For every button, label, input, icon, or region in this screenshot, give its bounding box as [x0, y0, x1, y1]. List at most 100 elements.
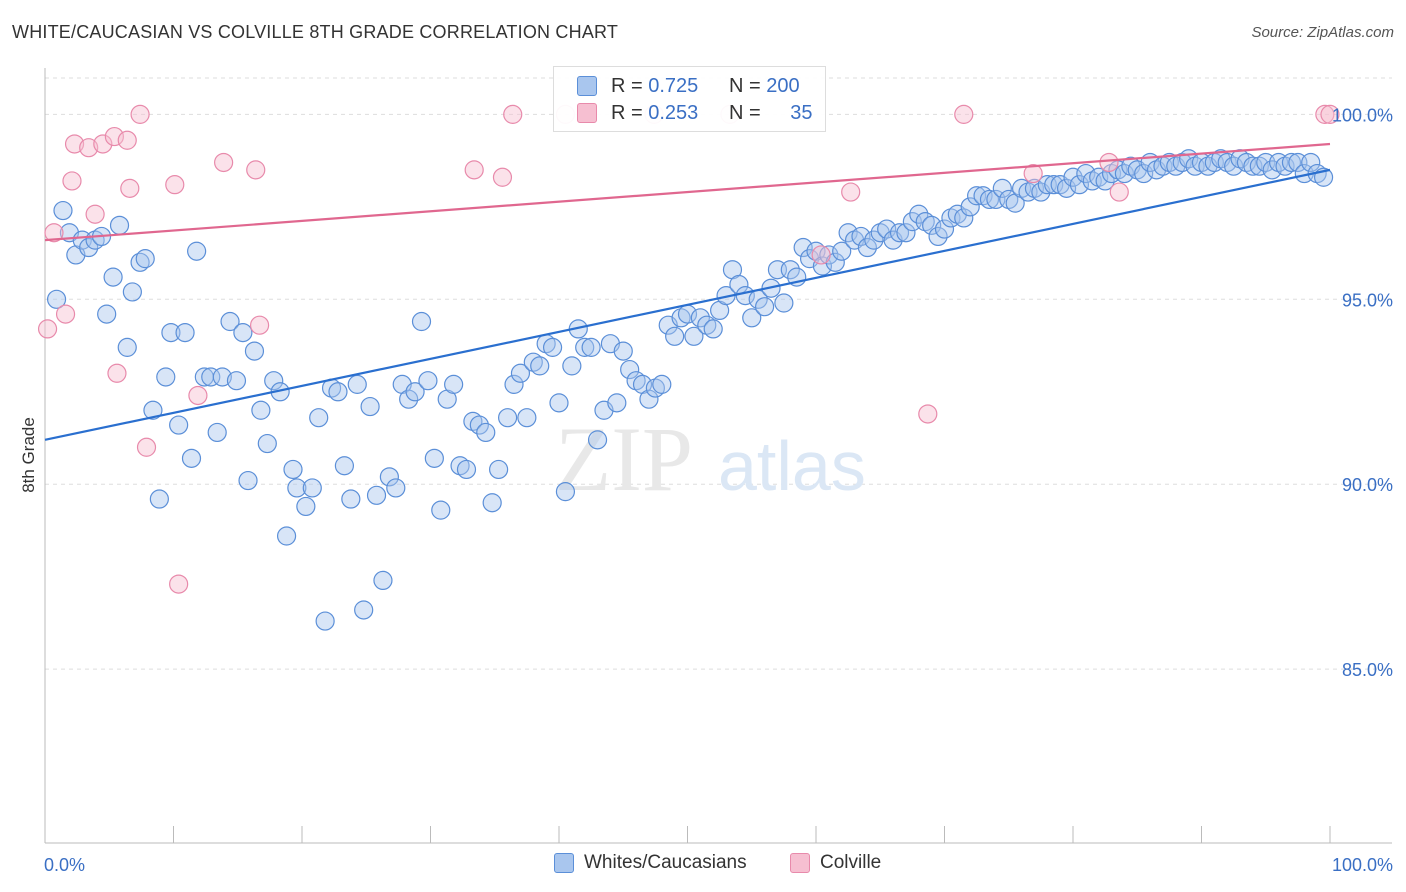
point-whites: [780, 260, 800, 280]
point-whites: [482, 493, 502, 513]
point-whites: [967, 186, 987, 206]
x-tick-label-min: 0.0%: [44, 855, 85, 875]
point-colville: [85, 204, 105, 224]
stats-legend: R = 0.725 N = 200 R = 0.253 N = 35: [553, 66, 826, 132]
point-whites: [130, 252, 150, 272]
point-whites: [109, 215, 130, 235]
bottom-legend-label-colville: Colville: [820, 852, 882, 873]
point-whites: [703, 319, 723, 339]
point-whites: [742, 308, 762, 328]
point-whites: [334, 456, 355, 476]
point-whites: [774, 293, 794, 313]
point-whites: [187, 241, 207, 261]
point-whites: [581, 337, 601, 357]
axes: [44, 68, 1392, 844]
point-whites: [424, 448, 444, 468]
point-whites: [832, 241, 852, 261]
point-whites: [1224, 156, 1244, 176]
point-whites: [851, 226, 871, 247]
point-whites: [864, 230, 884, 250]
point-whites: [175, 322, 195, 343]
point-whites: [1095, 171, 1115, 191]
point-whites: [411, 311, 432, 332]
point-whites: [960, 197, 980, 217]
point-whites: [386, 478, 406, 498]
point-colville: [1109, 182, 1129, 202]
point-whites: [103, 267, 123, 287]
point-colville: [169, 574, 189, 594]
point-whites: [838, 223, 858, 243]
point-colville: [1099, 152, 1119, 173]
point-whites: [819, 245, 839, 265]
point-whites: [53, 200, 73, 221]
point-whites: [212, 367, 232, 387]
point-whites: [161, 322, 181, 343]
point-whites: [360, 396, 380, 417]
point-whites: [1281, 152, 1302, 173]
watermark-atlas: atlas: [718, 427, 866, 505]
point-colville: [104, 126, 124, 147]
point-colville: [136, 437, 157, 457]
point-whites: [684, 326, 704, 346]
legend-r-label: R =: [611, 74, 649, 97]
point-colville: [249, 315, 270, 335]
point-whites: [620, 359, 640, 380]
series-colville-points: [37, 104, 1340, 594]
point-whites: [665, 326, 685, 346]
point-whites: [476, 422, 496, 443]
point-whites: [181, 448, 202, 468]
point-whites: [169, 415, 189, 435]
legend-r-label: R =: [611, 101, 649, 124]
point-whites: [156, 367, 176, 387]
point-whites: [276, 526, 297, 546]
point-whites: [296, 496, 316, 517]
point-whites: [366, 485, 387, 505]
point-whites: [251, 400, 271, 420]
point-whites: [328, 382, 348, 402]
legend-row-colville: R = 0.253 N = 35: [554, 100, 849, 126]
trend-line-whites: [44, 168, 1331, 441]
point-whites: [1069, 175, 1090, 195]
point-whites: [469, 415, 489, 435]
point-whites: [220, 311, 240, 332]
point-whites: [302, 478, 322, 498]
point-whites: [1044, 175, 1064, 195]
point-whites: [226, 371, 247, 391]
y-tick-label: 95.0%: [1342, 290, 1393, 310]
point-whites: [1301, 152, 1321, 173]
point-whites: [530, 356, 550, 376]
point-whites: [244, 341, 265, 361]
point-whites: [373, 570, 393, 591]
bottom-legend-swatch-colville: [790, 853, 810, 873]
point-colville: [503, 104, 523, 124]
point-whites: [283, 459, 303, 480]
point-whites: [639, 389, 659, 409]
legend-row-whites: R = 0.725 N = 200: [554, 73, 849, 99]
bottom-legend-colville[interactable]: Colville: [790, 852, 881, 874]
point-colville: [64, 134, 85, 154]
point-whites: [287, 478, 307, 498]
point-whites: [135, 249, 155, 269]
point-whites: [264, 371, 284, 391]
y-tick-label: 90.0%: [1342, 475, 1393, 495]
chart-title: WHITE/CAUCASIAN VS COLVILLE 8TH GRADE CO…: [12, 22, 619, 42]
point-whites: [652, 374, 672, 394]
point-whites: [456, 459, 477, 480]
bottom-legend: Whites/Caucasians Colville: [0, 852, 1406, 878]
y-axis-label: 8th Grade: [19, 417, 38, 493]
point-whites: [909, 204, 929, 224]
point-colville: [55, 304, 76, 324]
point-whites: [793, 237, 813, 258]
point-colville: [214, 152, 234, 173]
point-whites: [347, 374, 367, 394]
point-whites: [1134, 163, 1154, 184]
point-whites: [504, 374, 524, 394]
legend-n-value-colville: 35: [790, 101, 813, 124]
point-whites: [587, 430, 608, 450]
point-colville: [62, 171, 82, 191]
point-whites: [405, 382, 425, 402]
point-whites: [517, 408, 537, 428]
bottom-legend-whites[interactable]: Whites/Caucasians: [554, 852, 747, 874]
point-whites: [954, 208, 974, 228]
